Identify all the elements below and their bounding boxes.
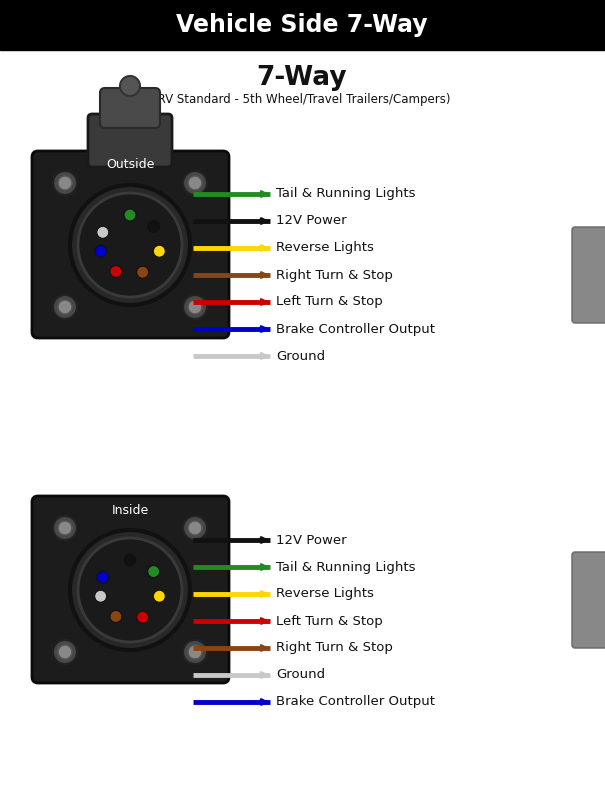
Text: Ground: Ground (276, 350, 325, 362)
Circle shape (58, 176, 72, 190)
Circle shape (78, 193, 182, 297)
Text: 7-Way: 7-Way (257, 65, 347, 91)
Circle shape (110, 266, 122, 278)
Circle shape (97, 571, 109, 583)
FancyBboxPatch shape (32, 496, 229, 683)
Circle shape (110, 610, 122, 622)
Circle shape (94, 246, 106, 258)
Circle shape (188, 521, 202, 535)
Circle shape (58, 300, 72, 314)
FancyBboxPatch shape (100, 88, 160, 128)
Circle shape (120, 76, 140, 96)
Circle shape (183, 640, 207, 664)
Text: Inside: Inside (111, 503, 149, 517)
Text: Reverse Lights: Reverse Lights (276, 242, 374, 254)
Text: Right Turn & Stop: Right Turn & Stop (276, 642, 393, 654)
Circle shape (148, 221, 160, 233)
FancyBboxPatch shape (572, 552, 605, 648)
Circle shape (183, 295, 207, 319)
Circle shape (58, 521, 72, 535)
Text: Outside: Outside (106, 158, 154, 171)
Text: 12V Power: 12V Power (276, 214, 347, 227)
Circle shape (188, 300, 202, 314)
Circle shape (183, 516, 207, 540)
Text: 12V Power: 12V Power (276, 534, 347, 546)
Circle shape (70, 530, 190, 650)
Text: Left Turn & Stop: Left Turn & Stop (276, 295, 383, 309)
Text: Brake Controller Output: Brake Controller Output (276, 695, 435, 709)
Text: Brake Controller Output: Brake Controller Output (276, 322, 435, 335)
Circle shape (148, 566, 160, 578)
Text: (RV Standard - 5th Wheel/Travel Trailers/Campers): (RV Standard - 5th Wheel/Travel Trailers… (153, 94, 451, 106)
Text: Ground: Ground (276, 669, 325, 682)
Circle shape (153, 246, 165, 258)
Circle shape (124, 554, 136, 566)
Circle shape (53, 295, 77, 319)
Circle shape (153, 590, 165, 602)
Circle shape (58, 645, 72, 659)
Circle shape (183, 171, 207, 195)
Circle shape (124, 209, 136, 221)
Circle shape (70, 185, 190, 305)
FancyBboxPatch shape (88, 114, 172, 167)
Text: Reverse Lights: Reverse Lights (276, 587, 374, 601)
FancyBboxPatch shape (572, 227, 605, 323)
Circle shape (97, 226, 109, 238)
Circle shape (94, 590, 106, 602)
Circle shape (137, 266, 149, 278)
FancyBboxPatch shape (32, 151, 229, 338)
Text: Right Turn & Stop: Right Turn & Stop (276, 269, 393, 282)
Circle shape (53, 171, 77, 195)
Text: Vehicle Side 7-Way: Vehicle Side 7-Way (176, 13, 428, 37)
Circle shape (137, 611, 149, 623)
Text: Left Turn & Stop: Left Turn & Stop (276, 614, 383, 627)
Circle shape (78, 538, 182, 642)
Circle shape (53, 640, 77, 664)
Bar (0, 0, 605, 50)
Text: Tail & Running Lights: Tail & Running Lights (276, 187, 416, 201)
Circle shape (53, 516, 77, 540)
Circle shape (188, 645, 202, 659)
Circle shape (188, 176, 202, 190)
Text: Tail & Running Lights: Tail & Running Lights (276, 561, 416, 574)
